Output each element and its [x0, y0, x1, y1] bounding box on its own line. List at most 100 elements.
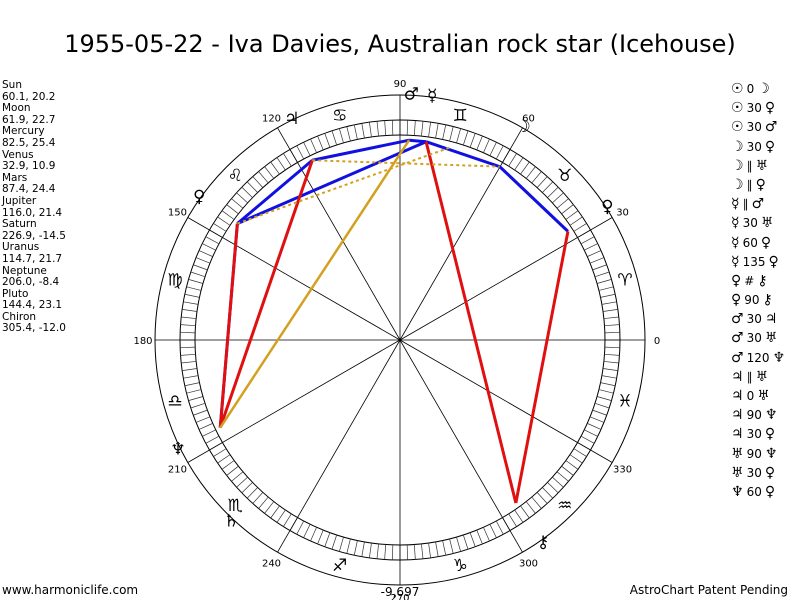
degree-tick: [221, 210, 235, 220]
degree-tick: [384, 544, 387, 560]
aspect-planet-glyph: ♆: [764, 445, 778, 462]
degree-tick: [520, 505, 530, 519]
degree-tick: [580, 435, 595, 444]
degree-tick: [180, 324, 196, 327]
aspect-line-blue: [236, 159, 314, 225]
degree-tick: [421, 121, 424, 137]
planet-coords-venus: 32.9, 10.9: [2, 160, 56, 173]
degree-tick: [604, 346, 620, 349]
aspect-row: ☿ 60 ♀: [731, 234, 785, 253]
degree-tick: [296, 145, 305, 160]
aspect-planet-glyph: ♂: [751, 196, 765, 213]
degree-tick: [536, 176, 548, 188]
degree-tick: [195, 257, 211, 264]
degree-tick: [489, 142, 497, 156]
degree-tick: [584, 243, 598, 251]
aspect-row: ♃ 30 ♀: [731, 425, 785, 444]
degree-tick: [587, 423, 602, 430]
aspect-row: ♂ 120 ♆: [731, 349, 785, 368]
degree-label: 0: [654, 336, 660, 347]
planet-coords-saturn: 226.9, -14.5: [2, 229, 66, 242]
aspect-row: ♃ ∥ ♅: [731, 368, 785, 387]
aspect-row: ☉ 0 ☽: [731, 80, 785, 99]
degree-tick: [495, 520, 504, 535]
bottom-value: -9,697: [381, 585, 420, 599]
degree-tick: [391, 120, 394, 136]
degree-tick: [601, 375, 617, 379]
degree-tick: [476, 529, 483, 545]
aspect-planet-glyph: ♃: [731, 388, 744, 404]
planet-coords-neptune: 206.0, -8.4: [2, 276, 60, 289]
degree-tick: [339, 128, 344, 144]
degree-tick: [598, 389, 614, 394]
division-spoke: [399, 127, 523, 341]
aspect-row: ☿ 135 ♀: [731, 253, 785, 272]
planet-name-pluto: Pluto: [2, 287, 29, 300]
degree-tick: [384, 120, 387, 136]
degree-label: 270: [390, 593, 409, 600]
aspect-angle: 30: [746, 139, 762, 154]
degree-tick: [183, 375, 199, 379]
degree-tick: [600, 293, 616, 298]
degree-tick: [508, 513, 517, 527]
aspect-row: ☉ 30 ♂: [731, 118, 785, 137]
aspect-row: ♅ 30 ♀: [731, 464, 785, 483]
planet-coords-pluto: 144.4, 23.1: [2, 299, 63, 312]
degree-tick: [369, 122, 372, 138]
planet-coords-mercury: 82.5, 25.4: [2, 136, 56, 149]
degree-tick: [264, 166, 275, 179]
aspect-line-red: [218, 223, 239, 428]
mars-glyph: ♂: [404, 84, 419, 104]
degree-tick: [602, 309, 618, 312]
degree-tick: [584, 429, 598, 437]
degree-tick: [531, 496, 542, 509]
degree-tick: [193, 409, 208, 416]
patent-notice: AstroChart Patent Pending: [629, 583, 788, 597]
degree-tick: [542, 487, 554, 499]
degree-tick: [258, 171, 269, 184]
degree-tick: [181, 316, 197, 319]
degree-tick: [594, 271, 610, 277]
aspect-planet-glyph: ☿: [731, 196, 740, 213]
degree-tick: [217, 454, 231, 464]
aspect-planet-glyph: ♆: [772, 349, 786, 366]
degree-tick: [188, 396, 204, 401]
aspect-angle: 135: [742, 254, 766, 269]
aspect-planet-glyph: ♀: [764, 483, 776, 500]
degree-tick: [413, 544, 416, 560]
website-link[interactable]: www.harmoniclife.com: [2, 583, 139, 597]
degree-tick: [476, 135, 483, 151]
planet-name-mars: Mars: [2, 171, 28, 184]
degree-tick: [226, 465, 239, 476]
aspect-line-gold: [219, 139, 411, 429]
degree-tick: [346, 126, 351, 142]
degree-tick: [565, 460, 579, 470]
degree-tick: [569, 454, 583, 464]
degree-tick: [602, 368, 618, 371]
degree-tick: [246, 181, 258, 193]
degree-tick: [561, 465, 574, 476]
degree-tick: [270, 161, 280, 175]
moon-glyph: ☽: [516, 117, 531, 137]
degree-tick: [573, 223, 587, 232]
degree-tick: [324, 133, 331, 148]
degree-tick: [353, 124, 358, 140]
degree-tick: [283, 153, 292, 167]
division-spoke: [399, 339, 523, 553]
degree-label: 330: [613, 465, 632, 476]
degree-tick: [202, 243, 216, 251]
chiron-glyph: ⚷: [537, 532, 549, 552]
degree-tick: [231, 198, 244, 209]
aspect-angle: 30: [746, 465, 762, 480]
degree-tick: [181, 361, 197, 364]
degree-tick: [205, 435, 220, 444]
degree-tick: [592, 264, 607, 271]
degree-tick: [556, 198, 569, 209]
aspect-planet-glyph: ♀: [760, 234, 772, 251]
aspect-line-red: [424, 141, 518, 504]
degree-tick: [226, 204, 239, 215]
aspect-line-gold-dotted: [237, 145, 453, 225]
degree-tick: [324, 532, 331, 547]
degree-tick: [489, 524, 497, 538]
aspect-angle: 120: [746, 350, 770, 365]
